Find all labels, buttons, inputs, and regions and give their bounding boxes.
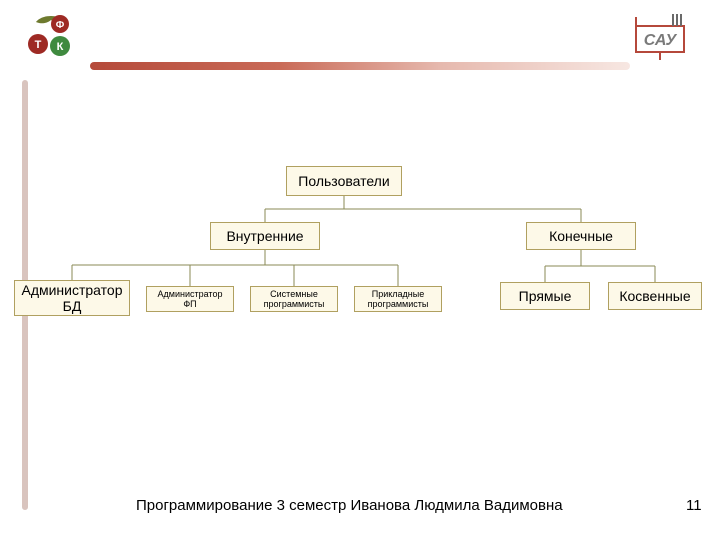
tree-node-root: Пользователи (286, 166, 402, 196)
header-accent-bar (90, 62, 630, 70)
svg-text:К: К (57, 41, 64, 53)
svg-text:Ф: Ф (56, 20, 65, 31)
tree-node-l1: АдминистраторБД (14, 280, 130, 316)
tree-node-inner: Внутренние (210, 222, 320, 250)
tree-node-end: Конечные (526, 222, 636, 250)
tree-node-l4: Прикладныепрограммисты (354, 286, 442, 312)
tree-node-l3: Системныепрограммисты (250, 286, 338, 312)
tree-node-l6: Косвенные (608, 282, 702, 310)
tree-connectors (0, 0, 720, 540)
tree-node-l2: АдминистраторФП (146, 286, 234, 312)
logo-right-text: САУ (644, 32, 678, 49)
logo-left: Ф Т К (18, 10, 84, 58)
footer-text: Программирование 3 семестр Иванова Людми… (136, 497, 563, 514)
page-number: 11 (686, 497, 702, 514)
svg-text:Т: Т (35, 39, 42, 51)
tree-node-l5: Прямые (500, 282, 590, 310)
logo-right: САУ (630, 12, 690, 62)
